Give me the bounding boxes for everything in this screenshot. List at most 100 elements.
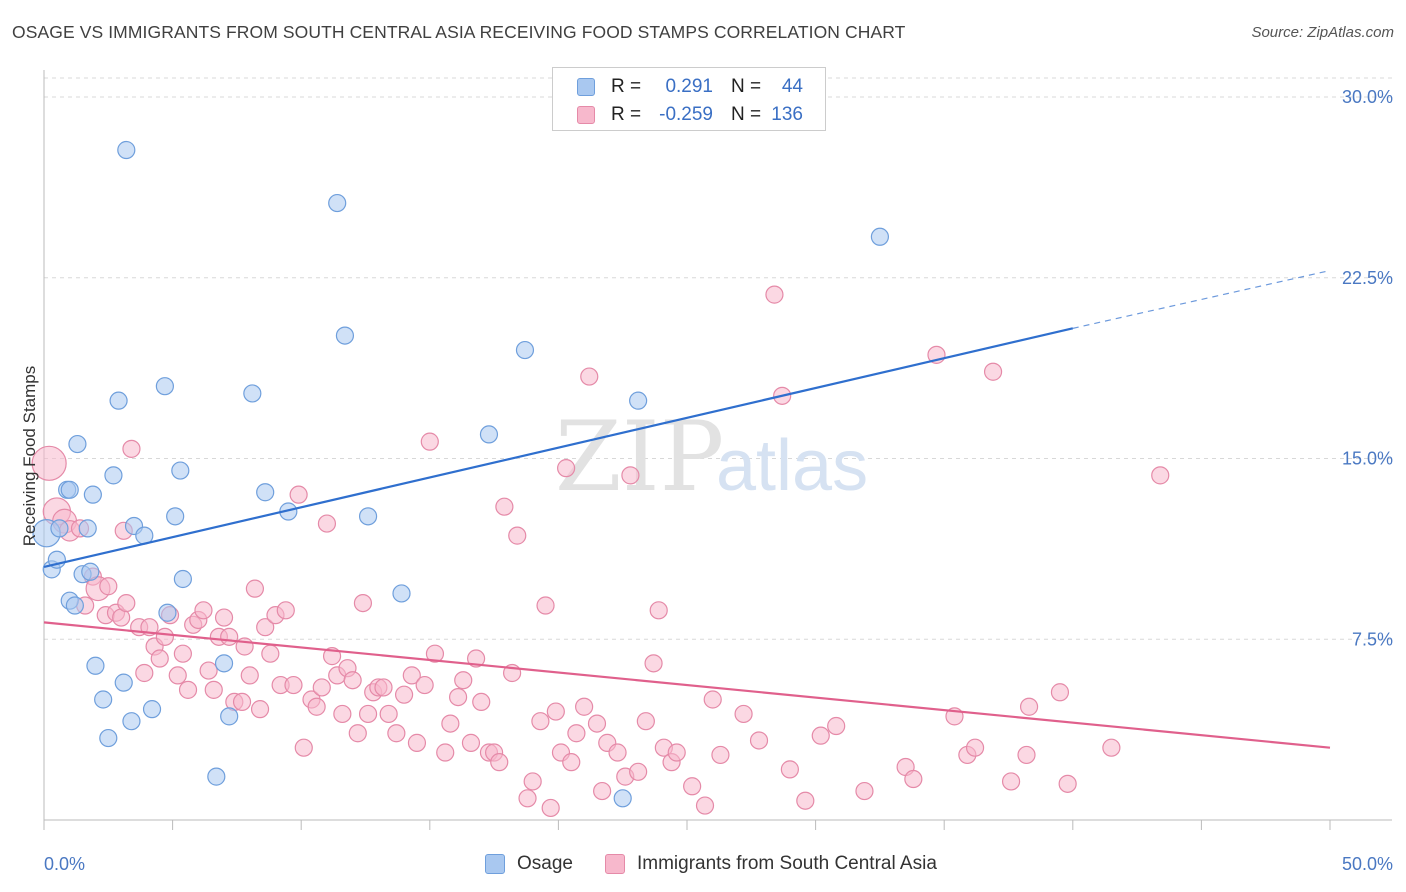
immigrants-point [199, 661, 218, 680]
immigrants-point [204, 680, 223, 699]
osage-point [158, 603, 177, 622]
osage-point [392, 584, 411, 603]
immigrants-legend-swatch [605, 854, 625, 874]
immigrants-point [796, 791, 815, 810]
axis-labels: Receiving Food Stamps 7.5% 15.0% 22.5% 30.0… [20, 87, 1393, 874]
data-points [31, 140, 1170, 818]
immigrants-point [194, 601, 213, 620]
n-value: 136 [771, 104, 803, 125]
immigrants-point [122, 439, 141, 458]
immigrants-point [508, 526, 527, 545]
y-tick-label: 30.0% [1342, 87, 1393, 107]
immigrants-point [394, 685, 414, 704]
immigrants-point [1151, 466, 1170, 485]
immigrants-point [99, 577, 118, 596]
osage-point [207, 767, 226, 786]
n-value: 44 [781, 76, 803, 97]
immigrants-point [343, 671, 362, 690]
immigrants-point [495, 497, 514, 516]
immigrants-point [749, 731, 769, 750]
osage-point [104, 466, 123, 485]
immigrants-point [811, 726, 830, 745]
osage-point [479, 425, 499, 444]
immigrants-point [441, 714, 460, 733]
immigrants-point [703, 690, 722, 709]
trend-lines [43, 269, 1331, 749]
immigrants-point [155, 627, 174, 646]
immigrants-point [695, 796, 715, 815]
immigrants-point [1058, 774, 1077, 793]
osage-point [243, 384, 262, 403]
n-label: N = [731, 76, 762, 97]
osage-point [155, 377, 174, 396]
immigrants-trend-line [43, 621, 1331, 749]
series-legend: Osage Immigrants from South Central Asia [0, 852, 1406, 878]
osage-point [68, 434, 87, 454]
osage-point [220, 707, 239, 726]
osage-point [328, 193, 347, 213]
osage-point [515, 340, 535, 360]
osage-point [613, 789, 632, 808]
y-tick-label: 22.5% [1342, 268, 1393, 288]
immigrants-point [250, 700, 270, 719]
legend-row-immigrants: R = -0.259 N = 136 [553, 101, 825, 129]
r-value: 0.291 [665, 76, 713, 97]
immigrants-point [448, 687, 468, 707]
immigrants-point [214, 608, 234, 627]
immigrants-point [523, 772, 542, 791]
immigrants-point [261, 644, 280, 663]
immigrants-point [983, 362, 1003, 381]
immigrants-point [621, 466, 640, 485]
immigrants-point [827, 716, 846, 736]
immigrants-point [178, 680, 198, 699]
immigrants-point [317, 514, 337, 533]
immigrants-point [644, 654, 663, 673]
immigrants-point [608, 743, 627, 762]
immigrants-point [173, 644, 192, 663]
osage-point [870, 227, 890, 246]
immigrants-point [466, 649, 486, 668]
osage-point [335, 326, 355, 345]
osage-point [78, 519, 97, 538]
osage-point [358, 507, 378, 526]
osage-point [109, 391, 128, 410]
osage-swatch [577, 78, 595, 96]
watermark-atlas: atlas [716, 426, 868, 506]
immigrants-point [420, 432, 439, 451]
osage-point [214, 654, 234, 673]
immigrants-point [379, 704, 398, 724]
immigrants-point [649, 601, 668, 620]
osage-point [166, 507, 185, 526]
osage-point [50, 519, 69, 538]
immigrants-point [117, 593, 136, 613]
immigrants-point [855, 781, 874, 801]
immigrants-point [454, 671, 473, 690]
immigrants-point [557, 459, 576, 478]
immigrants-point [402, 666, 421, 685]
y-tick-label: 15.0% [1342, 449, 1393, 469]
source-credit: Source: ZipAtlas.com [1251, 24, 1394, 41]
immigrants-point [562, 753, 581, 772]
immigrants-point [636, 712, 655, 731]
osage-point [117, 140, 136, 160]
immigrants-point [1102, 738, 1121, 757]
r-value: -0.259 [659, 104, 713, 125]
immigrants-point [711, 745, 730, 765]
x-tick-label-max: 50.0% [1342, 854, 1393, 874]
osage-point [173, 569, 192, 589]
immigrants-point [240, 666, 259, 685]
immigrants-point [472, 692, 491, 712]
immigrants-point [490, 753, 509, 772]
immigrants-point [1017, 745, 1036, 765]
immigrants-point [965, 738, 985, 757]
immigrants-point [415, 675, 434, 695]
immigrants-point [531, 712, 550, 731]
immigrants-point [734, 704, 753, 724]
y-axis-label: Receiving Food Stamps [20, 366, 39, 546]
osage-point [114, 673, 133, 692]
immigrants-point [546, 702, 565, 721]
y-tick-label: 7.5% [1352, 629, 1393, 649]
immigrants-point [135, 663, 154, 683]
immigrants-point [629, 762, 648, 781]
